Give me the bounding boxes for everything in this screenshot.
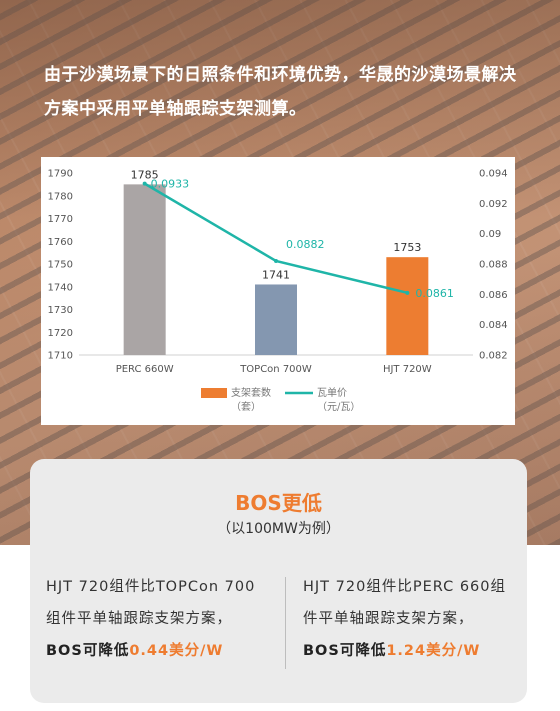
bar-1 [255,284,297,355]
price-point-1 [274,258,278,263]
bos-value: 0.44美分/W [129,643,224,659]
y-right-tick-label: 0.082 [479,351,508,362]
y-right-tick-label: 0.094 [479,169,508,180]
price-point-2 [405,290,410,295]
y-right-tick-label: 0.09 [479,229,501,240]
y-right-tick-label: 0.092 [479,199,508,210]
x-tick-label: HJT 720W [383,364,432,375]
y-left-tick-label: 1770 [48,214,73,225]
bos-prefix: BOS可降低 [303,643,387,659]
bos-value: 1.24美分/W [386,643,481,659]
bar-value-label: 1753 [393,241,421,254]
legend-label: 支架套数 [231,386,271,399]
y-left-tick-label: 1710 [48,351,73,362]
combo-chart: 1710 1720 1730 1740 1750 1760 1770 1780 1790 0.08… [48,168,508,413]
y-left-tick-label: 1740 [48,282,73,293]
comparison-right-line1: HJT 720组件比PERC 660组 [303,579,506,595]
chart-container: 1710 1720 1730 1740 1750 1760 1770 1780 1790 0.08… [41,157,515,425]
comparison-left: HJT 720组件比TOPCon 700 组件平单轴跟踪支架方案， BOS可降低… [46,571,268,667]
legend-label: （元/瓦） [317,401,360,413]
y-left-tick-label: 1760 [48,237,73,248]
comparison-left-line1: HJT 720组件比TOPCon 700 [46,579,256,595]
card-title: BOS更低 [235,491,322,515]
card-divider [285,577,286,669]
comparison-left-line2: 组件平单轴跟踪支架方案， [46,611,232,627]
bar-0 [123,184,166,355]
card-subtitle: （以100MW为例） [217,521,340,537]
y-left-tick-label: 1780 [48,191,73,202]
intro-text: 由于沙漠场景下的日照条件和环境优势，华晟的沙漠场景解决方案中采用平单轴跟踪支架测… [44,65,517,119]
x-tick-label: PERC 660W [116,364,174,375]
comparison-right-line2: 件平单轴跟踪支架方案， [303,611,474,627]
price-value-label: 0.0861 [415,287,454,300]
y-left-tick-label: 1720 [48,328,73,339]
comparison-left-bos: BOS可降低0.44美分/W [46,635,268,667]
comparison-right-bos: BOS可降低1.24美分/W [303,635,525,667]
y-left-tick-label: 1790 [48,169,73,180]
x-tick-label: TOPCon 700W [239,364,312,375]
price-value-label: 0.0882 [286,238,325,251]
y-left-tick-label: 1730 [48,305,73,316]
y-right-tick-label: 0.088 [479,260,508,271]
bos-card: BOS更低 （以100MW为例） HJT 720组件比TOPCon 700 组件… [30,459,527,703]
legend-label: 瓦单价 [317,387,347,399]
y-right-tick-label: 0.086 [479,290,508,301]
bar-value-label: 1785 [131,168,159,181]
price-point-0 [142,181,147,186]
bos-prefix: BOS可降低 [46,643,130,659]
price-value-label: 0.0933 [151,178,190,191]
bar-2 [386,257,429,355]
bar-value-label: 1741 [262,268,290,281]
y-left-tick-label: 1750 [48,260,73,271]
legend-bar-swatch [201,388,227,398]
comparison-right: HJT 720组件比PERC 660组 件平单轴跟踪支架方案， BOS可降低1.… [303,571,525,667]
legend-label: （套） [231,400,261,413]
y-right-tick-label: 0.084 [479,320,508,331]
